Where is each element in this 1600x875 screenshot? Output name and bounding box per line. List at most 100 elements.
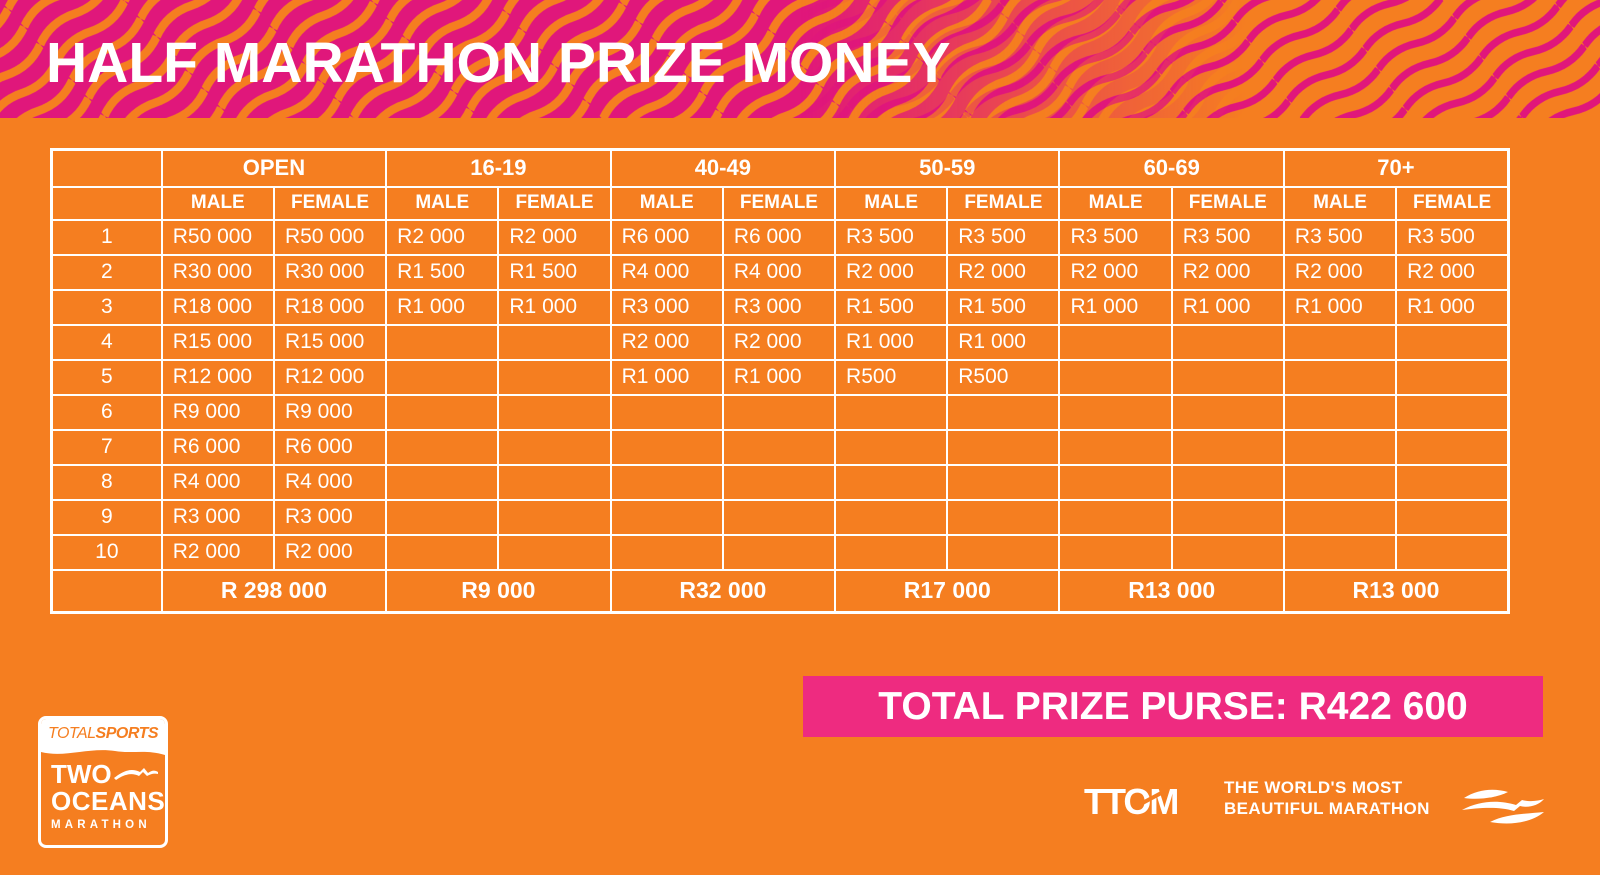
prize-cell — [385, 463, 500, 501]
prize-cell — [721, 463, 837, 501]
prize-cell: R30 000 — [272, 253, 388, 291]
prize-cell: R3 500 — [1058, 218, 1173, 256]
prize-row: 3 R18 000 R18 000 R1 000 R1 000 R3 000 R3 000 R… — [50, 288, 1510, 326]
prize-cell — [609, 428, 724, 466]
prize-cell: R1 500 — [834, 288, 949, 326]
prize-cell — [385, 533, 500, 571]
prize-cell — [1282, 533, 1398, 571]
prize-cell — [1170, 393, 1285, 431]
prize-cell — [1395, 393, 1510, 431]
prize-row: 10 R2 000 R2 000 — [50, 533, 1510, 571]
prize-cell — [609, 533, 724, 571]
prize-cell — [1058, 533, 1173, 571]
gender-header: MALE — [160, 185, 275, 221]
prize-cell: R2 000 — [1058, 253, 1173, 291]
group-total-cell: R32 000 — [609, 568, 837, 614]
prize-cell — [1170, 323, 1285, 361]
prize-cell: R500 — [946, 358, 1061, 396]
gender-header: MALE — [385, 185, 500, 221]
prize-cell — [834, 463, 949, 501]
prize-cell — [385, 428, 500, 466]
prize-cell — [1058, 428, 1173, 466]
prize-cell: R1 000 — [1282, 288, 1398, 326]
prize-cell — [1395, 463, 1510, 501]
page-title: HALF MARATHON PRIZE MONEY — [46, 31, 951, 95]
prize-cell — [385, 358, 500, 396]
prize-cell — [1170, 498, 1285, 536]
prize-cell: R3 000 — [160, 498, 275, 536]
prize-cell — [946, 533, 1061, 571]
prize-cell — [1058, 393, 1173, 431]
prize-cell — [385, 498, 500, 536]
prize-cell — [385, 323, 500, 361]
prize-cell: R2 000 — [834, 253, 949, 291]
age-group-header-3: 50-59 — [834, 148, 1061, 188]
header-banner — [0, 0, 1600, 118]
gender-header: MALE — [1282, 185, 1398, 221]
gender-header: FEMALE — [721, 185, 837, 221]
prize-cell: R2 000 — [1282, 253, 1398, 291]
rank-cell: 1 — [50, 218, 163, 256]
prize-cell: R1 000 — [946, 323, 1061, 361]
prize-cell: R3 500 — [1282, 218, 1398, 256]
prize-cell — [1395, 498, 1510, 536]
prize-cell: R9 000 — [272, 393, 388, 431]
gender-header: MALE — [1058, 185, 1173, 221]
prize-cell: R1 500 — [497, 253, 612, 291]
total-prize-purse-label: TOTAL PRIZE PURSE: R422 600 — [878, 684, 1468, 728]
age-group-header-2: 40-49 — [609, 148, 837, 188]
prize-cell: R1 000 — [1395, 288, 1510, 326]
prize-cell: R4 000 — [721, 253, 837, 291]
group-total-cell: R13 000 — [1282, 568, 1510, 614]
two-oceans-word-oceans: OCEANS — [51, 786, 166, 816]
age-group-header-4: 60-69 — [1058, 148, 1285, 188]
two-oceans-word-two: TWO — [51, 759, 112, 789]
prize-cell: R6 000 — [272, 428, 388, 466]
prize-cell: R1 000 — [1170, 288, 1285, 326]
prize-cell: R1 500 — [946, 288, 1061, 326]
prize-cell: R9 000 — [160, 393, 275, 431]
rank-cell: 10 — [50, 533, 163, 571]
prize-cell: R2 000 — [609, 323, 724, 361]
prize-cell: R18 000 — [160, 288, 275, 326]
prize-table-foot: R 298 000 R9 000 R32 000 R17 000 R13 000 R13 … — [50, 568, 1510, 614]
prize-cell: R1 000 — [497, 288, 612, 326]
prize-cell: R4 000 — [160, 463, 275, 501]
prize-cell: R1 000 — [1058, 288, 1173, 326]
ttom-logo-text: TTOM — [1084, 781, 1179, 822]
tagline-line1: THE WORLD'S MOST — [1224, 778, 1403, 797]
prize-cell — [1282, 463, 1398, 501]
prize-cell: R2 000 — [385, 218, 500, 256]
prize-cell — [1282, 358, 1398, 396]
prize-cell — [609, 463, 724, 501]
prize-cell: R3 500 — [834, 218, 949, 256]
prize-cell: R6 000 — [609, 218, 724, 256]
prize-cell — [385, 393, 500, 431]
prize-cell — [721, 393, 837, 431]
prize-cell — [1170, 358, 1285, 396]
prize-cell — [497, 358, 612, 396]
rank-cell: 7 — [50, 428, 163, 466]
prize-cell: R1 000 — [834, 323, 949, 361]
gender-header: FEMALE — [272, 185, 388, 221]
prize-cell — [1282, 323, 1398, 361]
prize-cell: R2 000 — [1170, 253, 1285, 291]
rank-cell: 8 — [50, 463, 163, 501]
prize-cell: R2 000 — [160, 533, 275, 571]
group-total-cell: R17 000 — [834, 568, 1061, 614]
prize-cell — [1395, 323, 1510, 361]
prize-row: 7 R6 000 R6 000 — [50, 428, 1510, 466]
prize-cell: R2 000 — [272, 533, 388, 571]
prize-cell: R2 000 — [497, 218, 612, 256]
prize-row: 6 R9 000 R9 000 — [50, 393, 1510, 431]
prize-cell — [497, 463, 612, 501]
prize-cell — [1395, 358, 1510, 396]
gender-header: FEMALE — [946, 185, 1061, 221]
prize-cell — [1170, 463, 1285, 501]
prize-cell: R1 500 — [385, 253, 500, 291]
gender-header: FEMALE — [1395, 185, 1510, 221]
prize-cell — [834, 498, 949, 536]
totals-rank-cell — [50, 568, 163, 614]
rank-cell: 6 — [50, 393, 163, 431]
prize-cell: R3 000 — [609, 288, 724, 326]
